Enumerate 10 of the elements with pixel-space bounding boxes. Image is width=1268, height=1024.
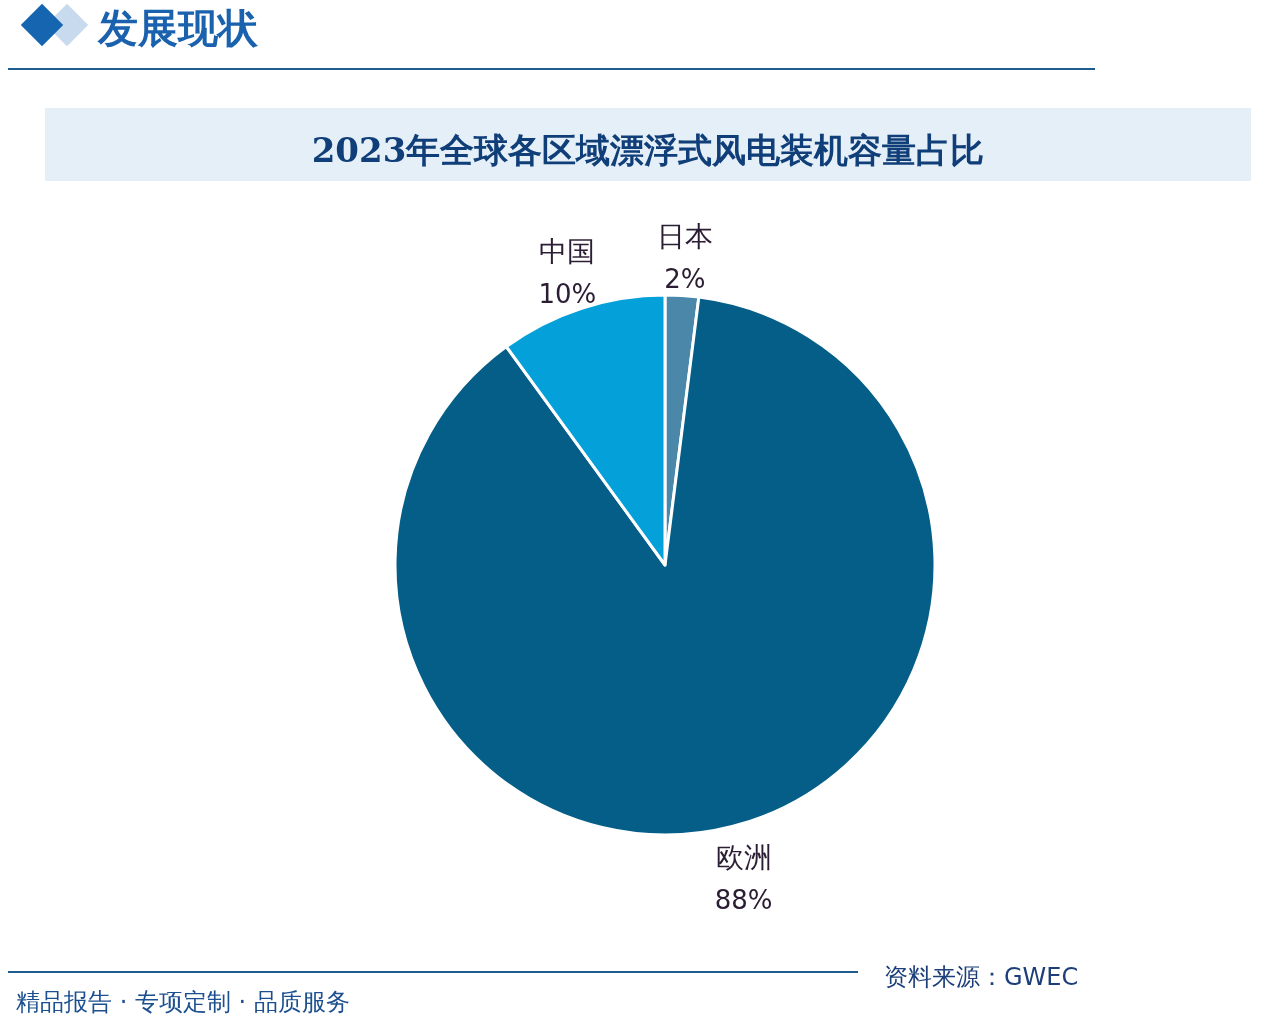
chart-title: 2023年全球各区域漂浮式风电装机容量占比 <box>311 130 985 170</box>
text: 发展现状 <box>97 4 259 51</box>
text: 资料来源：GWEC <box>884 963 1079 991</box>
slice-label: 欧洲 <box>715 840 772 874</box>
text: 精品报告 · 专项定制 · 品质服务 <box>16 988 350 1016</box>
data-label: 88% <box>714 884 773 915</box>
data-label: 2% <box>664 263 706 294</box>
slice-label: 中国 <box>539 234 596 268</box>
slice-label: 日本 <box>656 219 713 253</box>
data-label: 10% <box>538 278 597 309</box>
